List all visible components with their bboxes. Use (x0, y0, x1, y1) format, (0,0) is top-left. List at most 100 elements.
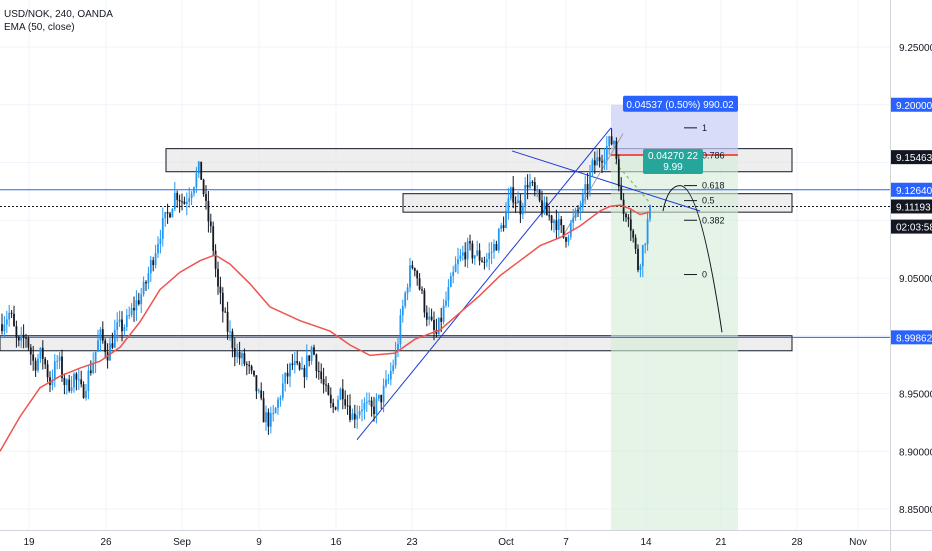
candle-body (627, 217, 630, 220)
candle-body (334, 407, 337, 410)
time-scale[interactable] (0, 530, 890, 551)
candle-body (567, 236, 570, 242)
candle-body (425, 312, 428, 320)
candle-body (584, 184, 587, 194)
candle-body (569, 222, 572, 237)
time-tick-label: 9 (256, 537, 262, 548)
candle-body (183, 201, 186, 204)
candle-body (531, 181, 534, 183)
candle-body (483, 261, 486, 263)
price-axis-labels: 9.25000 9.05000 8.95000 8.90000 8.85000 9.200… (891, 43, 932, 516)
candle-body (538, 190, 541, 201)
candle-body (445, 300, 447, 306)
candle-body (171, 209, 174, 218)
candle-body (332, 403, 335, 408)
candle-body (265, 412, 267, 423)
candle-body (401, 306, 404, 316)
fib-level-label: 0.618 (702, 181, 725, 191)
candle-body (87, 370, 90, 392)
candle-body (351, 413, 354, 420)
candle-body (257, 390, 260, 392)
candle-body (353, 413, 356, 420)
trend-lines[interactable] (356, 127, 701, 441)
price-label-box (891, 219, 932, 234)
time-tick-label: Sep (173, 537, 191, 548)
candle-body (97, 340, 99, 352)
candle-body (279, 397, 282, 400)
candle-body (596, 157, 599, 166)
candle-body (274, 408, 277, 414)
candle-body (32, 354, 35, 361)
candle-body (46, 364, 49, 378)
time-tick-label: Nov (849, 537, 867, 548)
candle-body (10, 312, 13, 314)
candle-body (421, 289, 423, 291)
candle-body (77, 379, 80, 381)
candle-body (344, 399, 347, 406)
horizontal-lines[interactable] (0, 189, 890, 338)
candle-body (440, 317, 443, 322)
candle-body (505, 210, 507, 229)
candle-body (166, 212, 169, 214)
candle-body (550, 215, 553, 224)
candle-body (392, 365, 395, 372)
candle-body (310, 347, 313, 361)
candle-body (85, 391, 87, 398)
candle-body (481, 260, 483, 262)
candle-body (253, 370, 255, 376)
price-tick-label: 9.25000 (899, 43, 932, 54)
candle-body (161, 218, 164, 239)
price-label-box (891, 150, 932, 165)
candle-body (387, 379, 390, 381)
candle-body (75, 373, 78, 380)
candle-body (461, 252, 464, 256)
grid (0, 0, 890, 530)
candle-body (176, 192, 179, 200)
candle-body (341, 388, 344, 400)
candle-body (303, 367, 306, 378)
candle-body (308, 355, 311, 361)
candle-body (238, 351, 241, 359)
candle-body (267, 412, 270, 427)
candle-body (565, 237, 567, 242)
candle-body (262, 398, 265, 423)
candle-body (37, 358, 39, 371)
candle-body (322, 378, 325, 385)
time-tick-label: 23 (406, 537, 418, 548)
price-scale[interactable] (890, 0, 932, 530)
candle-body (255, 375, 258, 392)
ema-legend[interactable]: EMA (50, close) (4, 22, 75, 33)
candle-body (236, 351, 239, 357)
fib-level-label: 0 (702, 270, 707, 280)
scale-corner[interactable] (890, 530, 932, 551)
candle-body (109, 343, 111, 361)
candle-body (495, 244, 498, 251)
candle-body (34, 360, 37, 371)
fib-retracement[interactable]: 1 0.786 0.618 0.5 0.382 0 (684, 123, 725, 280)
candle-body (358, 411, 361, 416)
candle-body (39, 347, 42, 359)
candle-body (557, 219, 560, 230)
candle-body (464, 252, 467, 260)
candle-body (233, 348, 236, 357)
candle-body (337, 399, 339, 410)
candle-body (533, 182, 536, 191)
candle-body (512, 187, 515, 203)
candle-body (488, 252, 491, 260)
projection-path[interactable] (662, 185, 723, 333)
symbol-title[interactable]: USD/NOK, 240, OANDA (4, 9, 113, 20)
price-tick-label: 8.95000 (899, 390, 932, 401)
candle-body (500, 225, 503, 229)
candle-body (548, 215, 551, 217)
candle-body (281, 383, 284, 398)
candle-body (99, 329, 102, 341)
candle-body (325, 384, 327, 386)
candle-body (80, 379, 83, 385)
candle-body (382, 385, 385, 403)
candle-body (173, 192, 176, 210)
time-axis-labels: 19 26 Sep 9 16 23 Oct 7 14 21 28 Nov (23, 537, 866, 548)
candle-body (111, 343, 114, 348)
candle-body (58, 356, 61, 361)
short-position-tool[interactable] (611, 104, 738, 530)
